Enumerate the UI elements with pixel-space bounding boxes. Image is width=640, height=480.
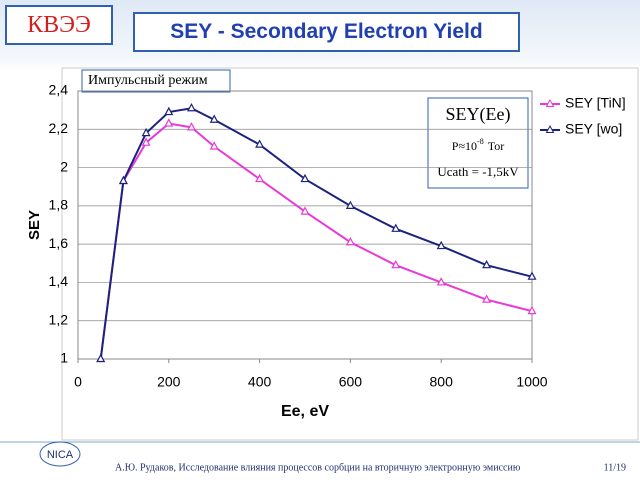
note-box <box>427 97 529 189</box>
x-tick-label: 200 <box>157 374 181 390</box>
annotation-box <box>81 69 231 93</box>
y-tick-label: 2,4 <box>49 82 69 98</box>
marker <box>186 122 197 131</box>
x-tick-label: 1000 <box>516 374 547 390</box>
x-tick-label: 0 <box>74 374 82 390</box>
legend-label: SEY [wo] <box>565 121 622 137</box>
pressure-unit: Tor <box>488 139 505 153</box>
marker <box>527 305 537 315</box>
marker <box>436 277 446 286</box>
x-tick-label: 800 <box>430 374 454 390</box>
note-voltage: Ucath = -1,5kV <box>437 164 519 179</box>
marker <box>164 118 174 127</box>
y-tick-label: 1,2 <box>49 311 69 327</box>
annotation: Импульсный режим <box>88 73 208 88</box>
footer-org: NICA <box>47 449 74 461</box>
y-tick-label: 1,6 <box>49 235 69 251</box>
legend-marker <box>545 98 555 107</box>
y-tick-label: 1,8 <box>49 197 69 213</box>
y-axis-label: SEY <box>26 210 43 240</box>
page-number: 11/19 <box>604 462 626 473</box>
marker <box>118 175 128 185</box>
y-tick-label: 2 <box>60 158 68 174</box>
marker <box>345 200 355 209</box>
marker <box>391 223 401 232</box>
marker <box>300 206 310 215</box>
marker <box>300 173 310 183</box>
plot-frame <box>77 90 533 360</box>
legend-label: SEY [TiN] <box>565 95 626 111</box>
x-tick-label: 600 <box>339 374 363 390</box>
y-tick-label: 1 <box>60 350 68 366</box>
marker <box>96 353 106 363</box>
marker <box>482 259 492 269</box>
marker <box>141 127 151 137</box>
marker <box>345 236 355 246</box>
marker <box>141 137 151 146</box>
marker <box>527 271 537 280</box>
marker <box>209 141 219 150</box>
marker <box>209 114 219 123</box>
slide-title: SEY - Secondary Electron Yield <box>133 12 520 52</box>
marker <box>164 106 174 116</box>
footer-text: А.Ю. Рудаков, Исследование влияния проце… <box>115 462 521 473</box>
pressure-base: P≈10 <box>452 139 477 153</box>
note-title: SEY(Ee) <box>446 104 511 125</box>
x-tick-label: 400 <box>248 374 272 390</box>
marker <box>186 102 197 112</box>
note-pressure: P≈10-8 Tor <box>452 137 504 153</box>
legend-marker <box>545 124 555 133</box>
footer-logo <box>39 441 81 467</box>
marker <box>436 240 446 250</box>
y-tick-label: 1,4 <box>49 273 69 289</box>
pressure-exp: -8 <box>477 137 484 146</box>
marker <box>391 259 401 269</box>
marker <box>255 139 265 148</box>
x-axis-label: Ee, eV <box>281 403 329 420</box>
marker <box>255 173 265 183</box>
marker <box>482 294 492 303</box>
logo: КВЭЭ <box>5 5 113 45</box>
y-tick-label: 2,2 <box>49 120 69 136</box>
